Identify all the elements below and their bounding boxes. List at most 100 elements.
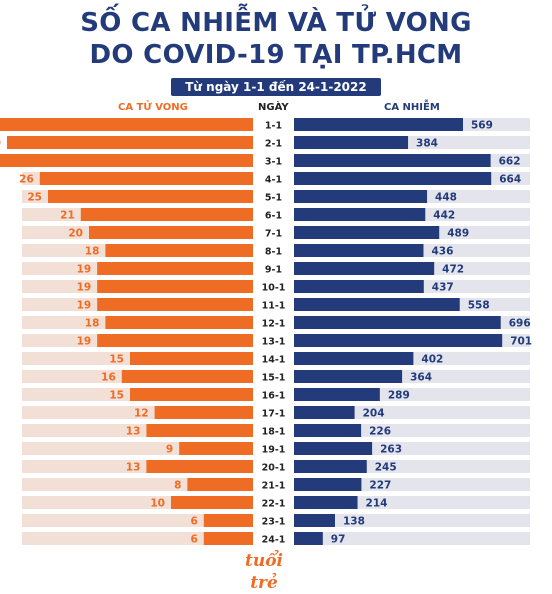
deaths-bar: [89, 226, 253, 239]
cases-bar: [294, 298, 460, 311]
cases-value-label: 384: [416, 138, 438, 150]
cases-column-header: CA NHIỄM: [384, 102, 440, 113]
deaths-value-label: 15: [109, 390, 124, 402]
cases-value-label: 214: [366, 498, 388, 510]
date-label: 1-1: [265, 121, 282, 132]
chart-title-line-1: SỐ CA NHIỄM VÀ TỬ VONG: [80, 8, 472, 38]
date-label: 10-1: [262, 283, 286, 294]
date-column-header: NGÀY: [258, 102, 289, 113]
cases-value-label: 227: [369, 480, 391, 492]
deaths-bar: [48, 190, 253, 203]
deaths-value-label: 16: [101, 372, 116, 384]
cases-value-label: 448: [435, 192, 457, 204]
deaths-bar: [39, 172, 253, 185]
cases-bar: [294, 496, 358, 509]
date-label: 7-1: [265, 229, 282, 240]
cases-value-label: 558: [468, 300, 490, 312]
deaths-value-label: 10: [150, 498, 165, 510]
butterfly-bar-chart: 331-1569302-1384313-1662264-1664255-1448…: [0, 118, 532, 546]
deaths-bar: [203, 532, 253, 545]
cases-value-label: 472: [442, 264, 464, 276]
deaths-value-label: 19: [77, 282, 92, 294]
cases-value-label: 263: [380, 444, 402, 456]
deaths-value-label: 18: [85, 318, 100, 330]
cases-value-label: 436: [431, 246, 453, 258]
cases-value-label: 701: [510, 336, 532, 348]
cases-bar: [294, 190, 428, 203]
cases-value-label: 664: [499, 174, 521, 186]
date-label: 13-1: [262, 337, 286, 348]
cases-bar: [294, 334, 503, 347]
cases-value-label: 364: [410, 372, 432, 384]
cases-bar: [294, 280, 424, 293]
deaths-column-header: CA TỬ VONG: [118, 102, 188, 113]
cases-value-label: 569: [471, 120, 493, 132]
cases-bar: [294, 478, 362, 491]
deaths-bar: [203, 514, 253, 527]
deaths-value-label: 30: [0, 138, 1, 150]
deaths-bar: [146, 460, 253, 473]
cases-bar: [294, 352, 414, 365]
cases-bar: [294, 154, 491, 167]
date-label: 23-1: [262, 517, 286, 528]
date-label: 4-1: [265, 175, 282, 186]
cases-bar: [294, 460, 367, 473]
date-label: 22-1: [262, 499, 286, 510]
deaths-value-label: 21: [60, 210, 75, 222]
deaths-bar: [187, 478, 253, 491]
deaths-bar: [130, 388, 253, 401]
cases-value-label: 402: [421, 354, 443, 366]
deaths-bar: [154, 406, 253, 419]
deaths-value-label: 19: [77, 300, 92, 312]
deaths-bar: [7, 136, 253, 149]
date-label: 9-1: [265, 265, 282, 276]
deaths-value-label: 18: [85, 246, 100, 258]
cases-bar: [294, 388, 380, 401]
deaths-bar: [97, 334, 253, 347]
deaths-bar: [121, 370, 253, 383]
date-label: 15-1: [262, 373, 286, 384]
cases-bar: [294, 442, 373, 455]
deaths-value-label: 20: [68, 228, 83, 240]
date-label: 12-1: [262, 319, 286, 330]
deaths-value-label: 13: [126, 462, 141, 474]
deaths-value-label: 6: [190, 534, 197, 546]
date-label: 21-1: [262, 481, 286, 492]
deaths-bar: [171, 496, 253, 509]
cases-value-label: 97: [331, 534, 346, 546]
deaths-value-label: 26: [19, 174, 34, 186]
deaths-value-label: 8: [174, 480, 181, 492]
deaths-bar: [105, 316, 254, 329]
deaths-bar: [97, 280, 253, 293]
cases-bar: [294, 136, 409, 149]
deaths-value-label: 6: [190, 516, 197, 528]
deaths-bar: [179, 442, 253, 455]
cases-bar: [294, 226, 440, 239]
deaths-value-label: 15: [109, 354, 124, 366]
cases-track: [294, 532, 530, 545]
date-label: 14-1: [262, 355, 286, 366]
cases-value-label: 662: [499, 156, 521, 168]
date-label: 2-1: [265, 139, 282, 150]
date-label: 17-1: [262, 409, 286, 420]
deaths-bar: [130, 352, 253, 365]
cases-value-label: 289: [388, 390, 410, 402]
deaths-track: [22, 532, 253, 545]
cases-bar: [294, 370, 403, 383]
cases-bar: [294, 208, 426, 221]
date-label: 6-1: [265, 211, 282, 222]
cases-bar: [294, 118, 463, 131]
deaths-bar: [0, 118, 254, 131]
chart-title-line-2: DO COVID-19 TẠI TP.HCM: [89, 40, 463, 70]
date-label: 5-1: [265, 193, 282, 204]
tuoi-tre-logo: tuổi trẻ: [244, 551, 283, 593]
deaths-bar: [146, 424, 253, 437]
cases-value-label: 696: [509, 318, 531, 330]
cases-value-label: 437: [432, 282, 454, 294]
deaths-value-label: 19: [77, 336, 92, 348]
cases-value-label: 489: [447, 228, 469, 240]
date-label: 19-1: [262, 445, 286, 456]
cases-bar: [294, 406, 355, 419]
cases-value-label: 442: [433, 210, 455, 222]
deaths-bar: [80, 208, 253, 221]
